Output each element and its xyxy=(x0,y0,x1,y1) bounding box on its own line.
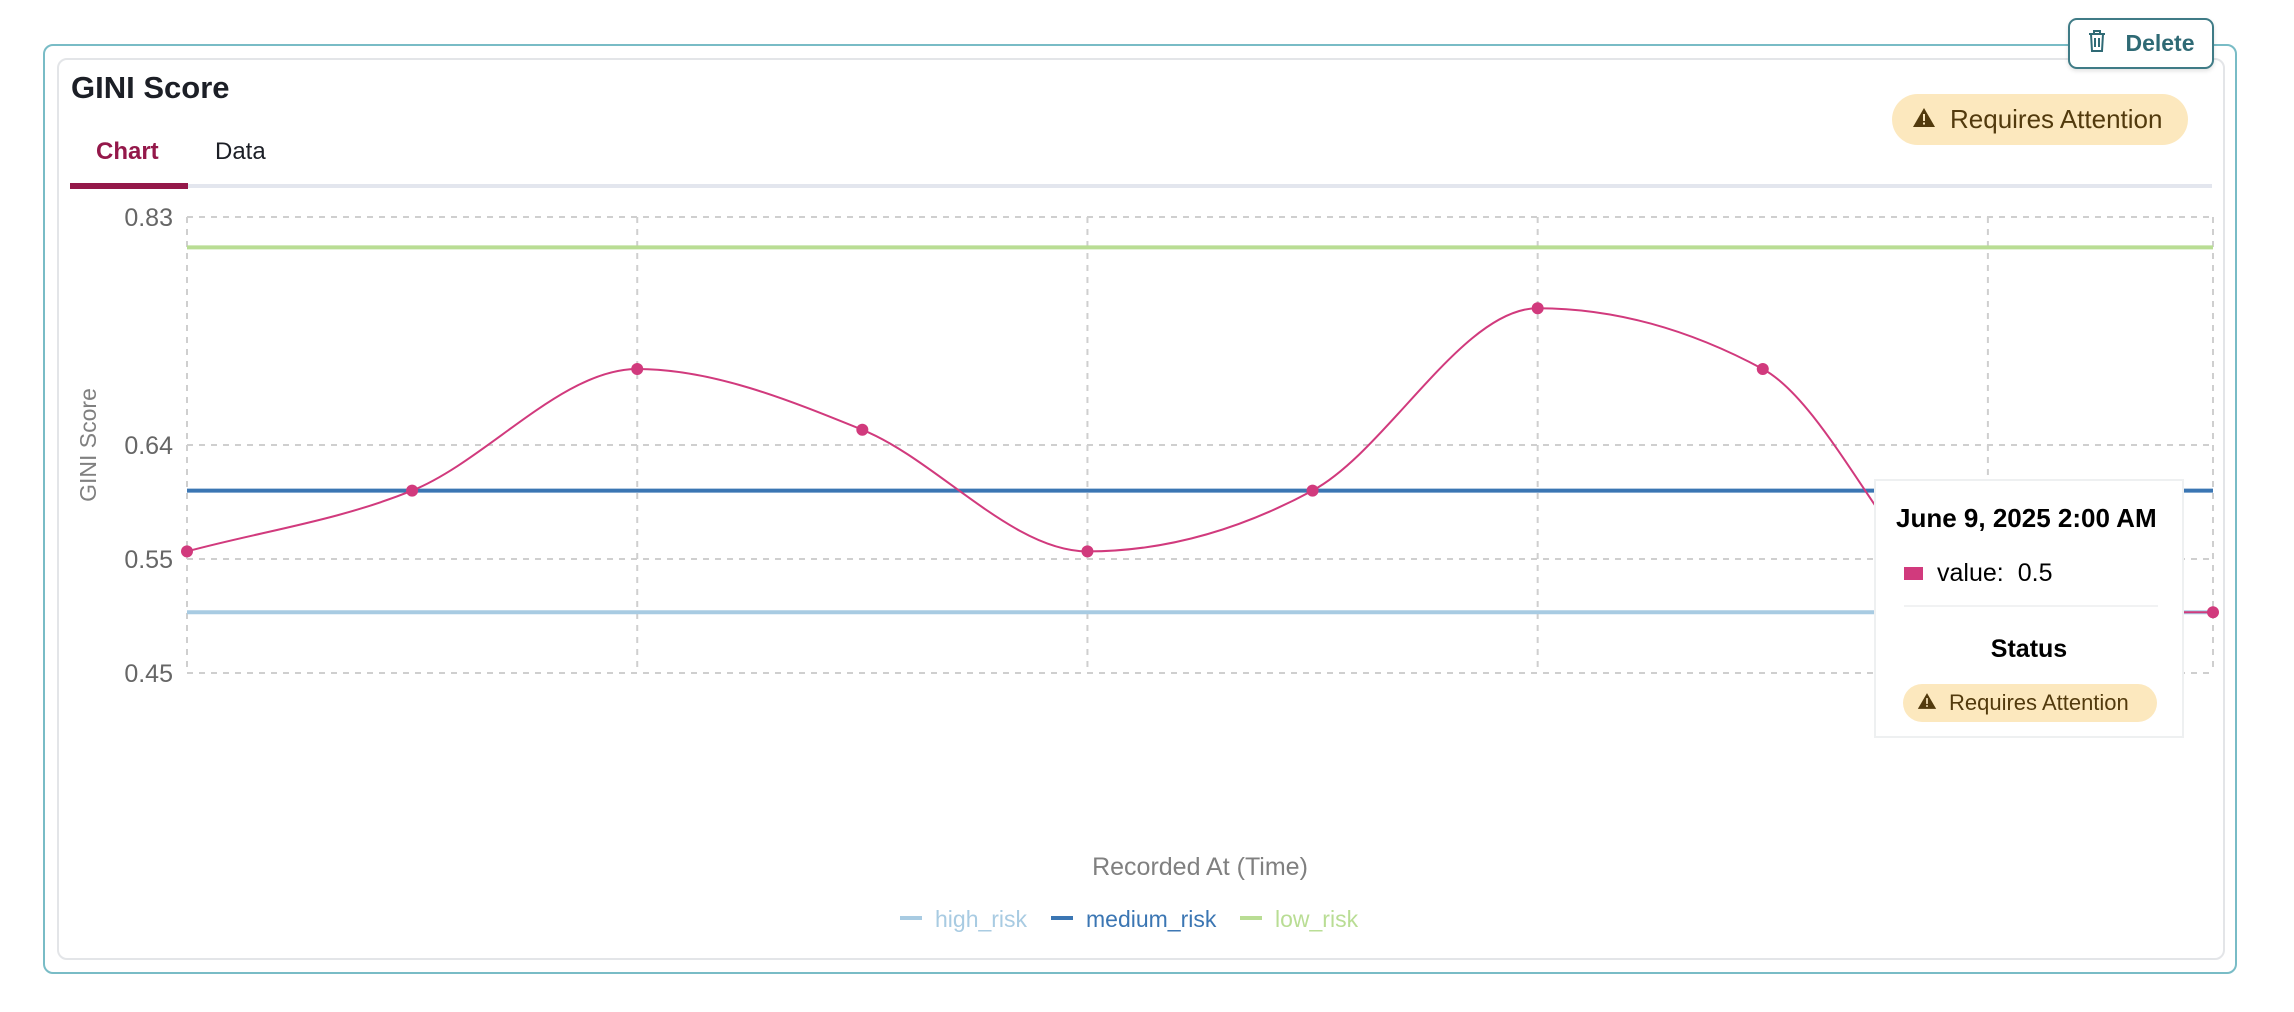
tooltip-divider xyxy=(1904,605,2158,607)
legend-item-low-risk: low_risk xyxy=(1275,906,1359,932)
delete-button[interactable]: Delete xyxy=(2068,18,2214,69)
tooltip-status-badge: Requires Attention xyxy=(1903,684,2157,722)
data-point xyxy=(181,545,193,558)
y-tick-label: 0.64 xyxy=(124,432,173,460)
tab-chart[interactable]: Chart xyxy=(96,138,159,165)
x-axis-label: Recorded At (Time) xyxy=(1092,853,1308,881)
tooltip-status-label: Requires Attention xyxy=(1949,690,2129,715)
warning-icon xyxy=(1917,690,1937,716)
y-tick-label: 0.45 xyxy=(124,660,173,688)
data-point xyxy=(1531,302,1544,315)
data-point xyxy=(856,423,869,436)
tooltip-value-row: value: 0.5 xyxy=(1904,559,2052,588)
legend-item-medium-risk: medium_risk xyxy=(1086,906,1217,932)
tooltip-value: 0.5 xyxy=(2017,559,2053,587)
data-point xyxy=(1756,363,1769,375)
status-badge: Requires Attention xyxy=(1892,94,2188,145)
y-axis-label: GINI Score xyxy=(75,388,101,502)
data-point xyxy=(631,363,644,375)
tooltip-date: June 9, 2025 2:00 AM xyxy=(1896,503,2157,533)
tab-data[interactable]: Data xyxy=(215,138,266,165)
series-swatch xyxy=(1904,567,1923,580)
widget-title: GINI Score xyxy=(71,70,230,105)
data-point xyxy=(2207,606,2219,619)
tab-divider xyxy=(70,184,2212,188)
chart-tooltip: June 9, 2025 2:00 AM value: 0.5 Status R… xyxy=(1874,479,2184,738)
y-tick-label: 0.83 xyxy=(124,204,173,232)
warning-icon xyxy=(1912,104,1936,135)
data-point xyxy=(1306,484,1319,497)
tooltip-status-heading: Status xyxy=(1990,635,2068,663)
y-tick-label: 0.55 xyxy=(124,546,173,574)
trash-icon xyxy=(2087,29,2107,59)
status-badge-label: Requires Attention xyxy=(1950,104,2163,134)
widget-frame xyxy=(43,44,2237,974)
legend-item-high-risk: high_risk xyxy=(935,906,1028,932)
tooltip-value-label: value: xyxy=(1937,559,2004,587)
data-point xyxy=(1081,545,1094,558)
active-tab-indicator xyxy=(70,183,188,189)
data-point xyxy=(406,484,419,497)
delete-label: Delete xyxy=(2125,30,2195,56)
chart-card xyxy=(57,58,2225,960)
